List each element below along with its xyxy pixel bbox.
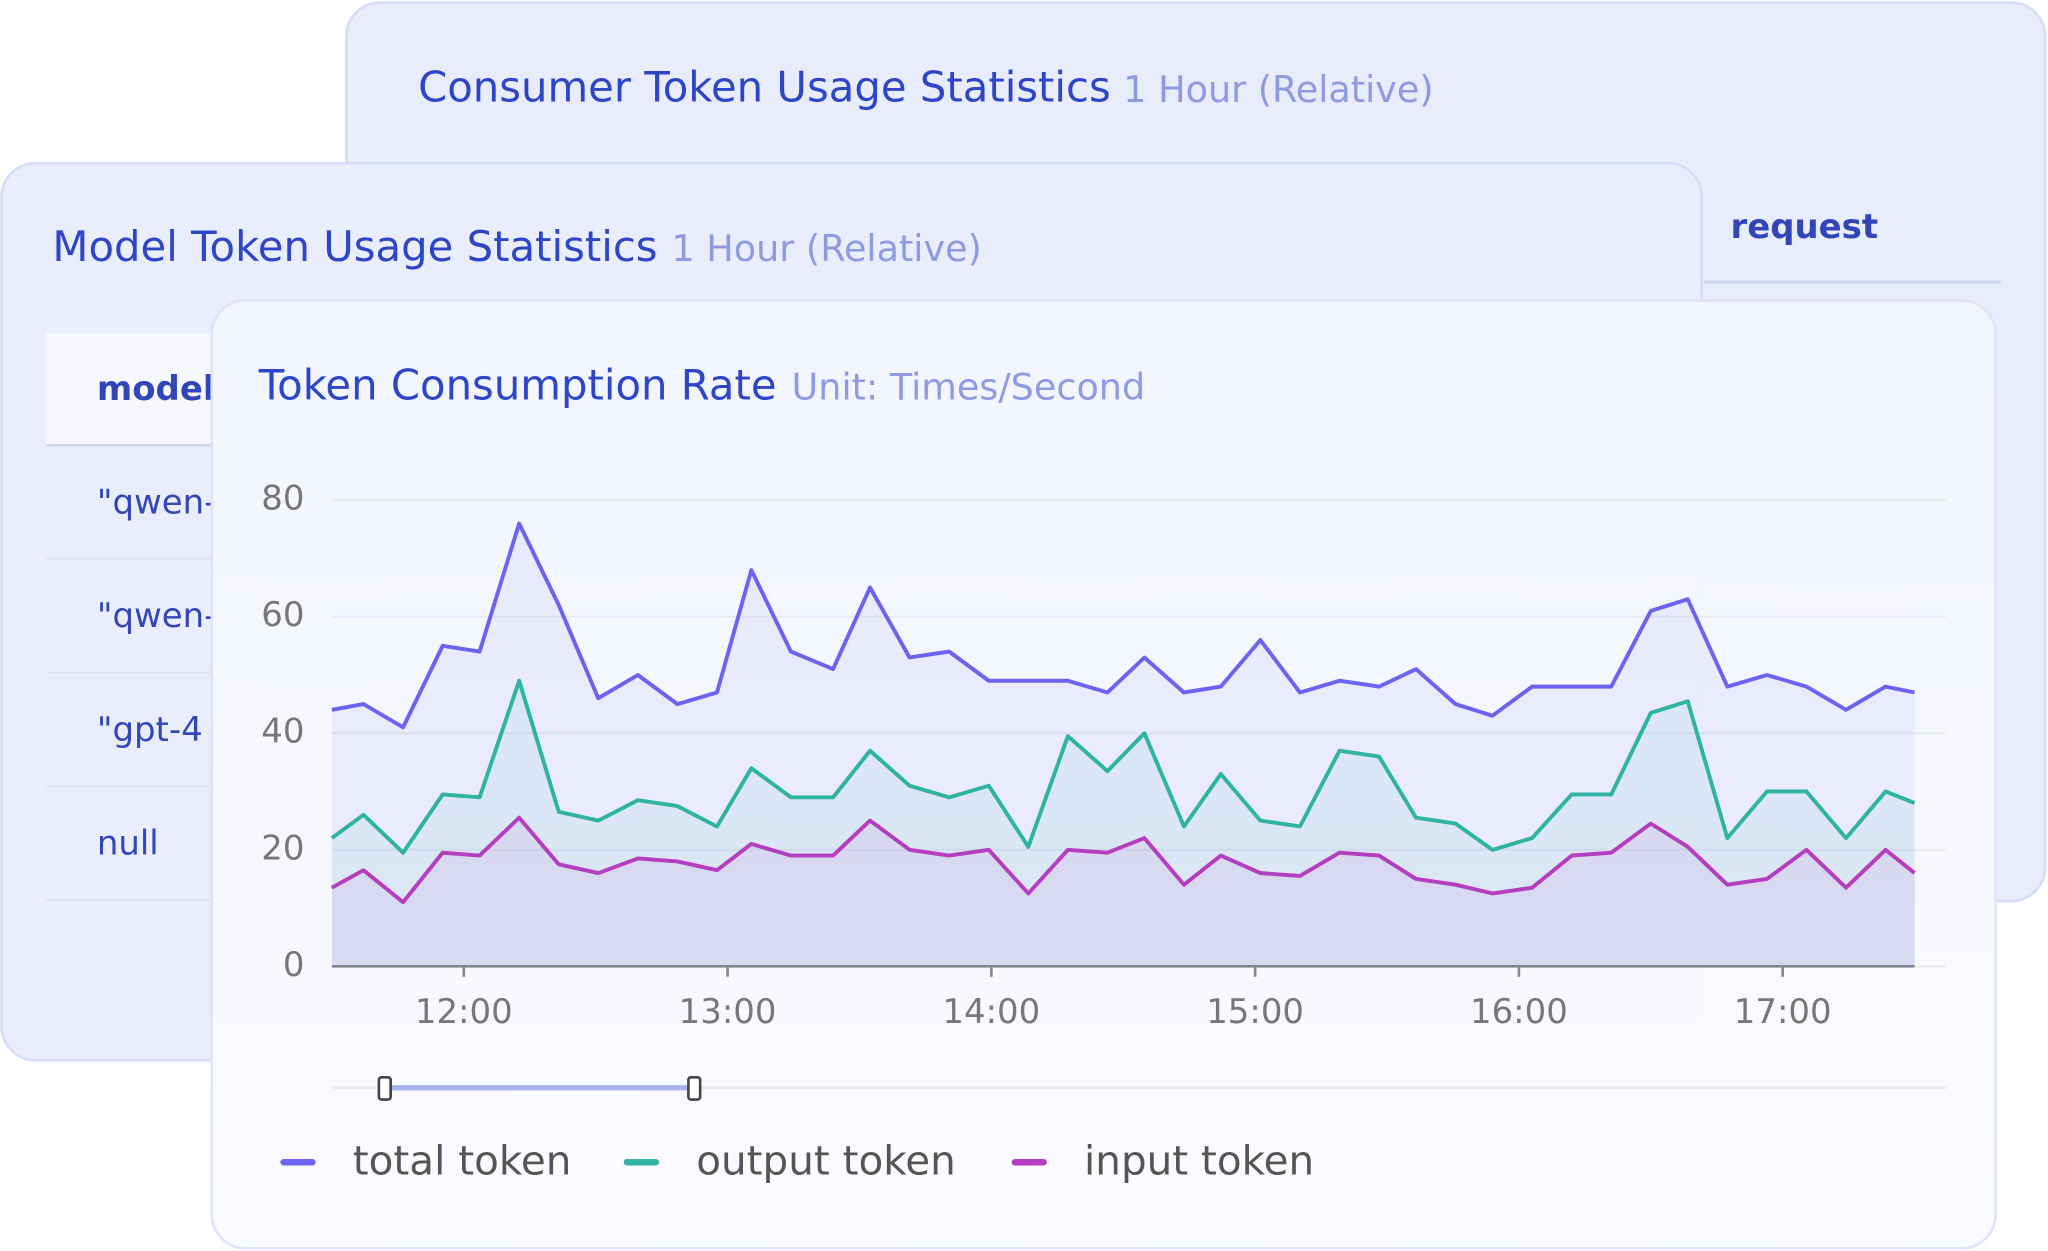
panel-title: Model Token Usage Statistics <box>52 222 657 271</box>
line <box>330 678 1916 855</box>
panel-title: Consumer Token Usage Statistics <box>418 63 1111 112</box>
column-header: model <box>97 369 215 409</box>
table-cell: null <box>97 823 159 863</box>
area <box>331 523 1915 967</box>
column-header: request <box>1730 207 1878 247</box>
x-tick-label: 16:00 <box>1470 992 1568 1032</box>
area <box>331 680 1915 967</box>
x-tick-label: 13:00 <box>679 992 777 1032</box>
chart-title: Token Consumption Rate <box>258 360 777 409</box>
legend-label: output token <box>696 1137 956 1185</box>
y-tick-label: 20 <box>261 828 304 868</box>
table-cell: "gpt-4 <box>97 710 203 750</box>
x-tick-label: 15:00 <box>1206 992 1304 1032</box>
zoom-handle[interactable] <box>377 1076 392 1101</box>
y-tick-label: 80 <box>261 479 304 519</box>
header-bg <box>45 332 229 446</box>
panel-subtitle: 1 Hour (Relative) <box>1123 68 1433 111</box>
area <box>331 817 1915 967</box>
x-tick-label: 14:00 <box>942 992 1040 1032</box>
table-cell: "qwen- <box>97 596 217 636</box>
table-cell: "qwen- <box>97 483 217 523</box>
x-tick-label: 12:00 <box>415 992 513 1032</box>
zoom-handle[interactable] <box>687 1076 702 1101</box>
legend-label: total token <box>353 1137 572 1185</box>
legend-label: input token <box>1084 1137 1314 1185</box>
panel-subtitle: 1 Hour (Relative) <box>671 227 981 270</box>
chart-panel: Token Consumption Rate Unit: Times/Secon… <box>210 299 1997 1250</box>
panel-bg <box>210 299 1997 1250</box>
chart-subtitle: Unit: Times/Second <box>792 366 1146 409</box>
y-tick-label: 0 <box>283 945 305 985</box>
line <box>331 521 1915 730</box>
line <box>330 815 1916 905</box>
y-tick-label: 40 <box>261 712 304 752</box>
y-tick-label: 60 <box>261 595 304 635</box>
x-tick-label: 17:00 <box>1734 992 1832 1032</box>
